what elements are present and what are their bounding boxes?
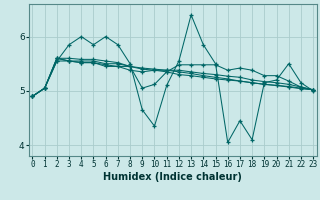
X-axis label: Humidex (Indice chaleur): Humidex (Indice chaleur) [103,172,242,182]
